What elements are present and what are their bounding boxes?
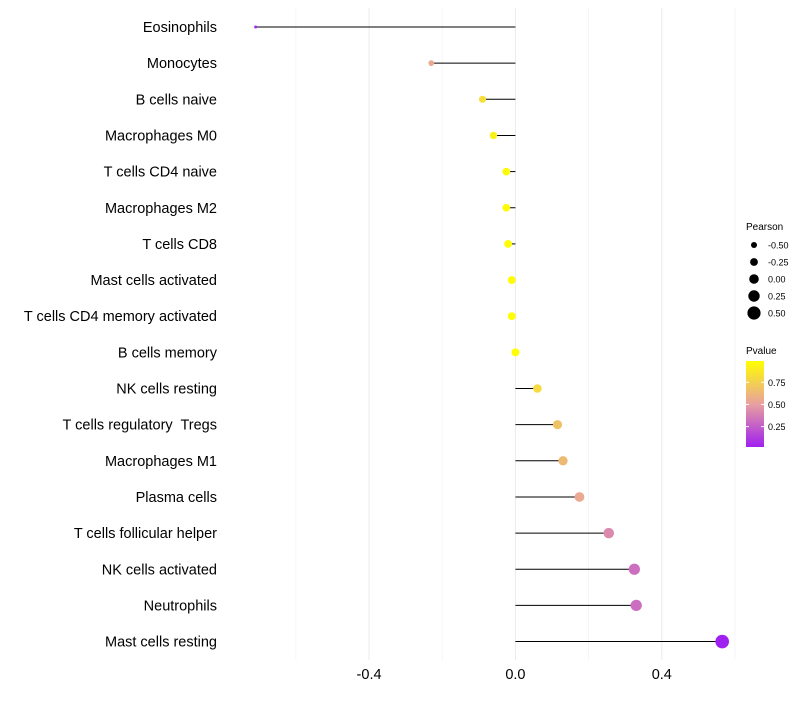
lollipop-point <box>715 634 730 649</box>
lollipop-point <box>603 527 615 539</box>
pearson-legend-label: 0.50 <box>768 309 786 319</box>
pvalue-legend-label: 0.50 <box>768 400 786 410</box>
lollipop-point <box>558 456 568 466</box>
y-axis-label: Mast cells activated <box>90 273 217 289</box>
y-axis-label: Macrophages M1 <box>105 454 217 470</box>
y-axis-label: B cells naive <box>136 92 217 108</box>
y-axis-label: Mast cells resting <box>105 635 217 651</box>
y-axis-label: T cells CD4 memory activated <box>24 309 217 325</box>
pearson-legend-key <box>748 290 760 302</box>
lollipop-point <box>552 420 563 430</box>
pvalue-legend-label: 0.75 <box>768 378 786 388</box>
pearson-legend-title: Pearson <box>746 222 783 233</box>
lollipop-point <box>507 312 516 321</box>
y-axis-label: NK cells activated <box>102 562 217 578</box>
lollipop-point <box>628 563 640 575</box>
y-axis-label: Plasma cells <box>136 490 217 506</box>
y-axis-label: Macrophages M0 <box>105 128 217 144</box>
y-axis-label: T cells regulatory Tregs <box>63 418 217 434</box>
lollipop-point <box>502 203 511 212</box>
y-axis-label: Neutrophils <box>144 598 217 614</box>
lollipop-point <box>254 25 258 29</box>
pvalue-legend-label: 0.25 <box>768 422 786 432</box>
y-axis-label: T cells follicular helper <box>74 526 217 542</box>
lollipop-point <box>478 95 487 103</box>
pvalue-legend: Pvalue 0.25 0.50 0.75 <box>746 346 786 447</box>
lollipop-point <box>574 492 585 502</box>
y-axis-label: NK cells resting <box>116 382 217 398</box>
x-tick-label: 0.4 <box>652 667 672 683</box>
pearson-legend-key <box>749 274 759 284</box>
grid-lines <box>295 8 736 660</box>
lollipop-point <box>511 348 520 357</box>
lollipop-point <box>502 167 511 176</box>
y-axis-label: T cells CD4 naive <box>104 165 217 181</box>
pearson-legend-label: 0.00 <box>768 275 786 285</box>
lollipop-point <box>630 599 642 612</box>
y-axis-label: Monocytes <box>147 56 217 72</box>
lollipop-point <box>504 240 513 248</box>
pearson-legend-label: -0.25 <box>768 258 789 268</box>
lollipop-point <box>428 60 435 66</box>
lollipop-point <box>533 384 542 393</box>
pearson-legend-key <box>747 306 761 320</box>
x-axis-ticks: -0.4 0.0 0.4 <box>357 667 672 683</box>
y-axis-label: T cells CD8 <box>142 237 217 253</box>
y-axis-label: Macrophages M2 <box>105 201 217 217</box>
pearson-legend-key <box>751 242 757 248</box>
lollipop-series <box>254 25 730 649</box>
y-axis-label: Eosinophils <box>143 20 217 36</box>
lollipop-point <box>507 276 516 284</box>
pvalue-legend-title: Pvalue <box>746 346 777 357</box>
x-tick-label: 0.0 <box>505 667 525 683</box>
pearson-legend-label: 0.25 <box>768 292 786 302</box>
pearson-legend-key <box>750 258 758 266</box>
lollipop-point <box>489 131 498 140</box>
pearson-legend: Pearson -0.50 -0.25 0.00 0.25 0.50 <box>746 222 789 320</box>
y-axis-labels: Eosinophils Monocytes B cells naive Macroph… <box>24 20 218 651</box>
x-tick-label: -0.4 <box>357 667 382 683</box>
pvalue-colorbar <box>746 361 764 447</box>
pearson-legend-label: -0.50 <box>768 241 789 251</box>
y-axis-label: B cells memory <box>118 345 218 361</box>
